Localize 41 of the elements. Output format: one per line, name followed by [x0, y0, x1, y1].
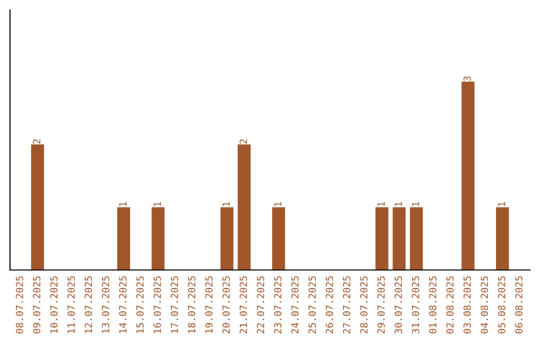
data-label: 2: [33, 139, 40, 144]
data-label: 3: [464, 76, 471, 81]
x-tick-label: 01.08.2025: [429, 276, 436, 334]
x-tick-label: 13.07.2025: [102, 276, 110, 333]
x-tick-label: 22.07.2025: [256, 276, 264, 334]
data-label: 2: [240, 139, 247, 144]
x-tick-label: 03.08.2025: [464, 276, 471, 334]
x-tick-label: 02.08.2025: [446, 276, 454, 334]
x-tick-label: 26.07.2025: [326, 276, 334, 334]
x-tick-label: 23.07.2025: [274, 276, 282, 334]
data-label: 1: [412, 202, 420, 206]
x-tick-label: 11.07.2025: [67, 276, 75, 333]
x-tick-label: 25.07.2025: [308, 276, 316, 334]
x-tick-label: 16.07.2025: [154, 276, 161, 333]
x-tick-label: 27.07.2025: [342, 276, 350, 334]
x-tick-label: 24.07.2025: [291, 276, 299, 334]
x-tick-label: 10.07.2025: [50, 276, 58, 333]
x-tick-label: 29.07.2025: [377, 276, 385, 334]
data-label: 1: [498, 202, 506, 206]
x-tick-label: 12.07.2025: [84, 276, 92, 333]
x-tick-label: 15.07.2025: [136, 276, 144, 333]
x-tick-label: 31.07.2025: [412, 276, 420, 334]
data-label: 1: [378, 202, 385, 206]
data-label: 1: [154, 202, 161, 206]
x-tick-label: 08.07.2025: [16, 276, 24, 334]
data-label: 1: [394, 202, 402, 206]
x-tick-label: 17.07.2025: [170, 276, 178, 333]
x-tick-label: 06.08.2025: [515, 276, 523, 334]
x-tick-label: 04.08.2025: [480, 276, 488, 334]
x-tick-label: 30.07.2025: [394, 276, 402, 334]
x-tick-label: 18.07.2025: [188, 276, 196, 333]
data-label: 1: [222, 202, 230, 206]
x-tick-label: 09.07.2025: [33, 276, 40, 334]
x-tick-label: 19.07.2025: [205, 276, 213, 333]
x-tick-label: 21.07.2025: [240, 276, 248, 334]
x-tick-label: 28.07.2025: [360, 276, 368, 334]
x-tick-label: 05.08.2025: [498, 276, 506, 334]
data-label: 1: [274, 202, 282, 206]
x-tick-label: 14.07.2025: [119, 276, 126, 333]
data-label: 1: [119, 202, 126, 206]
x-tick-label: 20.07.2025: [222, 276, 230, 334]
